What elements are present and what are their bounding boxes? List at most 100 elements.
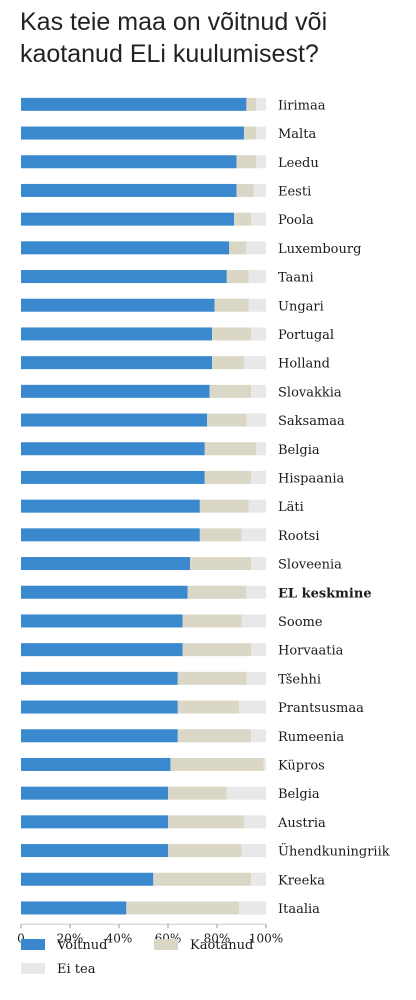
x-tick-label-4: 80% [204, 931, 231, 945]
category-label-16: Sloveenia [278, 558, 342, 573]
bar-lost-24 [168, 786, 227, 800]
bar-won-16 [21, 557, 191, 571]
x-tick-label-2: 40% [106, 931, 133, 945]
bar-won-5 [21, 241, 230, 255]
bar-unknown-26 [241, 844, 266, 858]
category-label-20: Tšehhi [278, 672, 321, 687]
legend-swatch-0 [21, 939, 45, 950]
bar-unknown-18 [241, 614, 266, 628]
bar-lost-0 [246, 97, 257, 111]
bar-won-3 [21, 183, 237, 197]
bar-lost-7 [214, 298, 249, 312]
category-label-6: Taani [278, 271, 314, 286]
bar-lost-13 [204, 470, 252, 484]
bar-unknown-10 [251, 384, 266, 398]
bar-lost-17 [187, 585, 247, 599]
bar-lost-10 [209, 384, 252, 398]
category-label-25: Austria [277, 816, 326, 831]
bar-unknown-25 [243, 815, 266, 829]
bar-unknown-17 [246, 585, 266, 599]
bar-won-10 [21, 384, 210, 398]
bar-unknown-16 [251, 557, 266, 571]
bar-unknown-24 [226, 786, 266, 800]
category-label-24: Belgia [278, 787, 320, 802]
bar-lost-1 [243, 126, 257, 140]
bar-lost-21 [177, 700, 240, 714]
bar-unknown-4 [251, 212, 266, 226]
bar-won-21 [21, 700, 178, 714]
bar-unknown-14 [248, 499, 266, 513]
legend: Võitnud Kaotanud Ei tea [21, 938, 253, 977]
category-label-9: Holland [278, 357, 330, 372]
category-label-14: Läti [278, 500, 304, 515]
bar-unknown-2 [256, 155, 266, 169]
bar-unknown-19 [251, 643, 266, 657]
bar-unknown-21 [239, 700, 266, 714]
category-label-0: Iirimaa [278, 98, 326, 113]
bar-won-11 [21, 413, 208, 427]
category-label-21: Prantsusmaa [278, 701, 364, 716]
bar-lost-14 [199, 499, 249, 513]
legend-swatch-2 [21, 963, 45, 974]
bar-won-22 [21, 729, 178, 743]
bar-won-18 [21, 614, 183, 628]
bar-unknown-3 [253, 183, 266, 197]
bar-lost-16 [190, 557, 252, 571]
bar-lost-11 [207, 413, 247, 427]
x-tick-label-1: 20% [57, 931, 84, 945]
x-tick-label-5: 100% [249, 931, 283, 945]
x-axis: 0 20% 40% 60% 80% 100% [17, 923, 283, 945]
category-labels-group: Iirimaa Malta Leedu Eesti Poola Luxembourg Taa… [277, 98, 390, 917]
bar-won-7 [21, 298, 215, 312]
bar-lost-3 [236, 183, 254, 197]
x-tick-label-0: 0 [17, 931, 25, 945]
bar-won-8 [21, 327, 213, 341]
category-label-11: Saksamaa [278, 414, 345, 429]
bar-won-4 [21, 212, 235, 226]
bar-won-12 [21, 442, 205, 456]
category-label-18: Soome [278, 615, 323, 630]
bar-won-23 [21, 757, 171, 771]
category-label-13: Hispaania [278, 471, 345, 486]
bar-lost-15 [199, 528, 242, 542]
category-label-2: Leedu [278, 156, 319, 171]
bar-lost-23 [170, 757, 264, 771]
bar-unknown-15 [241, 528, 266, 542]
bar-lost-19 [182, 643, 252, 657]
bar-unknown-9 [243, 356, 266, 370]
bar-won-14 [21, 499, 200, 513]
bar-won-24 [21, 786, 168, 800]
category-label-3: Eesti [278, 184, 311, 199]
category-label-22: Rumeenia [278, 730, 344, 745]
category-label-12: Belgia [278, 443, 320, 458]
bar-unknown-23 [263, 757, 266, 771]
bar-lost-22 [177, 729, 252, 743]
bar-lost-6 [226, 270, 249, 284]
bar-lost-12 [204, 442, 257, 456]
bar-won-25 [21, 815, 168, 829]
bar-lost-18 [182, 614, 242, 628]
bar-lost-4 [234, 212, 252, 226]
category-label-15: Rootsi [278, 529, 320, 544]
bar-unknown-27 [251, 872, 266, 886]
bar-unknown-12 [256, 442, 266, 456]
bar-won-9 [21, 356, 213, 370]
bar-lost-9 [212, 356, 244, 370]
bar-won-13 [21, 470, 205, 484]
category-label-10: Slovakkia [278, 385, 342, 400]
bars-group [21, 97, 266, 915]
bar-lost-26 [168, 844, 242, 858]
bar-won-20 [21, 671, 178, 685]
bar-lost-5 [229, 241, 247, 255]
category-label-27: Kreeka [278, 873, 325, 888]
category-label-28: Itaalia [278, 902, 320, 917]
bar-won-19 [21, 643, 183, 657]
bar-unknown-28 [239, 901, 266, 915]
legend-label-0: Võitnud [56, 938, 107, 953]
bar-won-17 [21, 585, 188, 599]
bar-unknown-20 [246, 671, 266, 685]
bar-won-1 [21, 126, 244, 140]
bar-won-15 [21, 528, 200, 542]
bar-won-0 [21, 97, 247, 111]
bar-unknown-22 [251, 729, 266, 743]
